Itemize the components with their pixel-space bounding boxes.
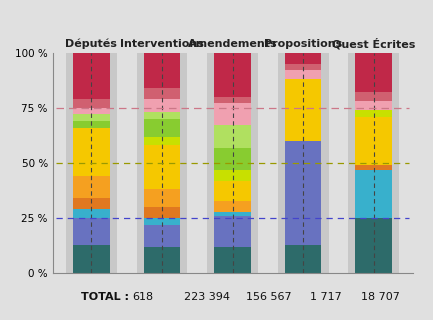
Text: TOTAL :: TOTAL : — [81, 292, 129, 302]
Bar — [285, 218, 321, 245]
Text: Interventions: Interventions — [120, 39, 204, 49]
Bar — [214, 212, 251, 216]
Bar — [144, 225, 180, 247]
Bar — [285, 79, 321, 141]
Bar — [73, 218, 110, 245]
Bar — [73, 209, 110, 218]
Text: Amendements: Amendements — [188, 39, 278, 49]
Bar — [73, 245, 110, 273]
Bar — [214, 125, 251, 148]
Bar — [355, 165, 392, 170]
Text: 223 394: 223 394 — [184, 292, 230, 302]
Bar — [214, 170, 251, 181]
Bar — [144, 137, 180, 145]
Bar — [144, 112, 180, 119]
Bar — [355, 92, 392, 101]
Bar — [144, 218, 180, 225]
Bar — [214, 52, 251, 97]
Bar — [355, 218, 392, 273]
Text: 618: 618 — [132, 292, 153, 302]
Bar — [285, 141, 321, 218]
Bar — [207, 52, 258, 273]
Bar — [214, 201, 251, 212]
Bar — [214, 103, 251, 125]
Bar — [73, 128, 110, 176]
Bar — [144, 189, 180, 207]
Bar — [73, 115, 110, 121]
Text: Propositions: Propositions — [264, 39, 342, 49]
Bar — [278, 52, 329, 273]
Bar — [214, 148, 251, 170]
Bar — [144, 52, 180, 88]
Bar — [214, 247, 251, 273]
Bar — [144, 119, 180, 137]
Bar — [73, 121, 110, 128]
Bar — [73, 99, 110, 108]
Bar — [214, 216, 251, 247]
Text: 156 567: 156 567 — [246, 292, 291, 302]
Bar — [144, 207, 180, 218]
Bar — [214, 97, 251, 103]
Bar — [73, 176, 110, 198]
Bar — [73, 198, 110, 209]
Bar — [73, 52, 110, 99]
Bar — [73, 108, 110, 115]
Bar — [144, 88, 180, 99]
Bar — [144, 247, 180, 273]
Bar — [355, 52, 392, 92]
Bar — [214, 181, 251, 201]
Bar — [285, 52, 321, 64]
Bar — [144, 145, 180, 189]
Bar — [348, 52, 399, 273]
Bar — [355, 170, 392, 218]
Bar — [355, 101, 392, 110]
Bar — [355, 116, 392, 165]
Text: Quest Écrites: Quest Écrites — [332, 38, 415, 49]
Text: 18 707: 18 707 — [361, 292, 400, 302]
Bar — [285, 245, 321, 273]
Bar — [66, 52, 117, 273]
Bar — [285, 70, 321, 79]
Bar — [285, 64, 321, 70]
Text: 1 717: 1 717 — [310, 292, 342, 302]
Bar — [136, 52, 187, 273]
Bar — [355, 110, 392, 116]
Bar — [144, 99, 180, 112]
Text: Députés: Députés — [65, 39, 117, 49]
